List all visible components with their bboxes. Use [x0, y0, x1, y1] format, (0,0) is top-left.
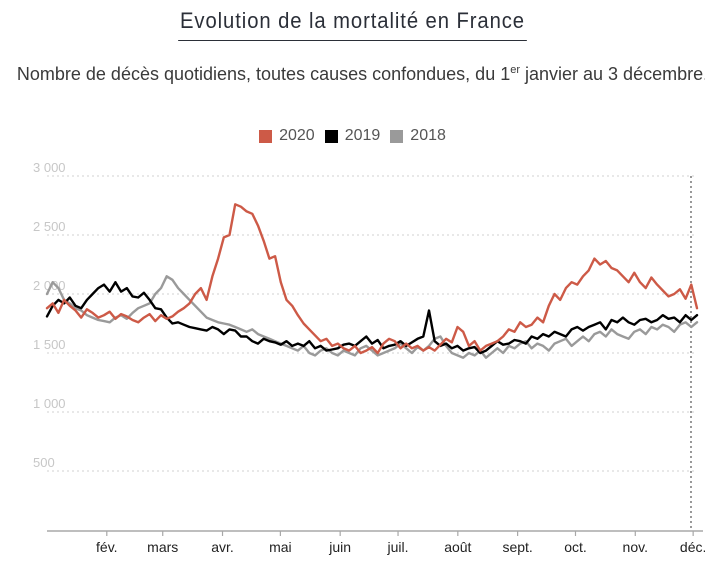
x-axis: fév. mars avr. mai juin juil. août sept. oct. nov… — [47, 530, 705, 555]
y-tick-label-2000: 2 000 — [33, 278, 66, 293]
legend-item-2018: 2018 — [390, 127, 446, 145]
series-line-2018 — [45, 275, 699, 359]
legend-swatch-2019 — [324, 129, 338, 143]
x-tick-label: mai — [269, 539, 292, 555]
x-tick-label: avr. — [211, 539, 234, 555]
x-tick-label: août — [444, 539, 471, 555]
legend-swatch-2018 — [390, 129, 404, 143]
legend-item-2019: 2019 — [324, 127, 381, 145]
gridlines — [47, 175, 695, 530]
y-tick-label-1500: 1 500 — [33, 337, 66, 352]
x-tick-label: sept. — [502, 539, 532, 555]
y-tick-labels: 500 1 000 1 500 2 000 2 500 3 000 — [33, 160, 66, 470]
legend: 2020 2019 2018 — [0, 127, 705, 145]
legend-label-2020: 2020 — [279, 127, 315, 144]
series-line-2019 — [45, 281, 699, 355]
legend-swatch-2020 — [259, 129, 273, 143]
series-lines — [45, 203, 699, 359]
x-tick-label: juin — [328, 539, 351, 555]
x-tick-label: oct. — [564, 539, 587, 555]
x-tick-label: nov. — [623, 539, 648, 555]
chart-title: Evolution de la mortalité en France — [178, 8, 527, 41]
subtitle-superscript: er — [510, 64, 520, 76]
chart-title-wrap: Evolution de la mortalité en France — [0, 8, 705, 41]
x-tick-label: fév. — [96, 539, 118, 555]
x-tick-label: mars — [147, 539, 178, 555]
y-tick-label-2500: 2 500 — [33, 219, 66, 234]
x-tick-label: déc. — [680, 539, 705, 555]
x-tick-label: juil. — [387, 539, 409, 555]
y-tick-label-3000: 3 000 — [33, 160, 66, 175]
legend-item-2020: 2020 — [259, 127, 315, 145]
legend-label-2018: 2018 — [410, 127, 446, 144]
subtitle-rest: janvier au 3 décembre. — [520, 64, 705, 84]
subtitle-main: Nombre de décès quotidiens, toutes cause… — [16, 64, 511, 84]
series-line-2020 — [45, 203, 699, 355]
legend-label-2019: 2019 — [344, 127, 381, 144]
y-tick-label-500: 500 — [33, 455, 55, 470]
y-tick-label-1000: 1 000 — [33, 396, 66, 411]
chart-subtitle: Nombre de décès quotidiens, toutes cause… — [10, 60, 705, 88]
